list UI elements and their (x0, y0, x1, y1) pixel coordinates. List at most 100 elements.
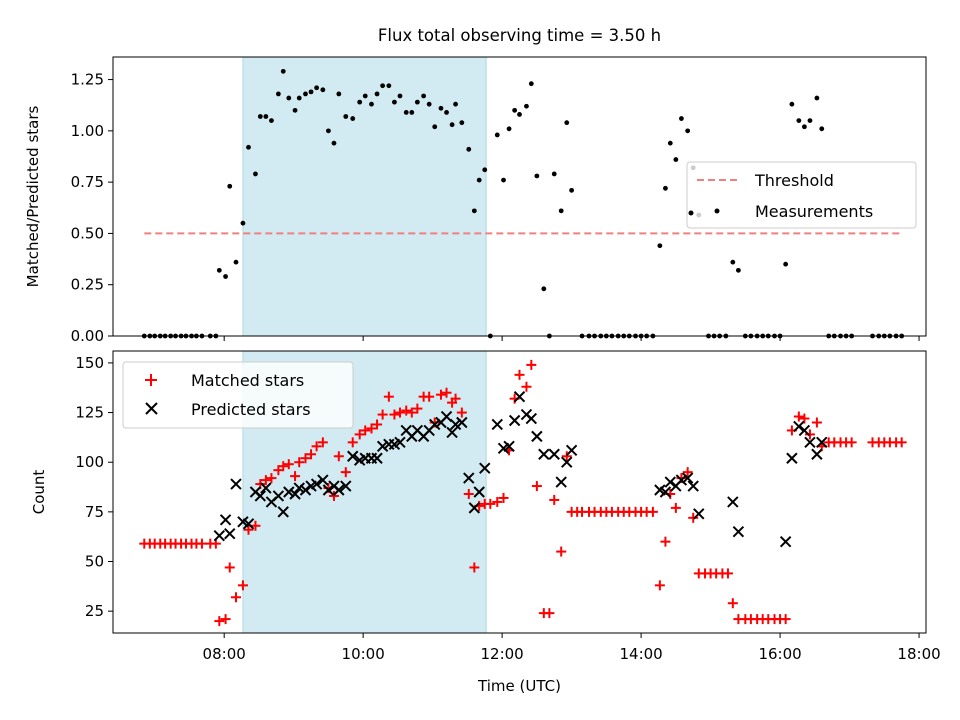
matched-star-point (682, 467, 693, 478)
measurement-point (819, 126, 825, 132)
predicted-star-point (513, 390, 526, 403)
matched-star-point (498, 492, 509, 503)
x-axis-label: Time (UTC) (477, 677, 561, 695)
chart-title: Flux total observing time = 3.50 h (378, 26, 661, 45)
measurement-point (564, 120, 570, 126)
measurement-point (551, 171, 557, 177)
predicted-star-point (798, 424, 811, 437)
predicted-star-point (272, 490, 285, 502)
measurement-point (421, 93, 427, 99)
matched-star-point (196, 538, 207, 549)
measurement-point (679, 116, 684, 121)
matched-star-point (406, 407, 417, 418)
predicted-star-point (371, 452, 383, 464)
predicted-star-point (299, 484, 312, 496)
predicted-star-point (473, 486, 485, 498)
predicted-star-point (293, 482, 305, 494)
predicted-star-point (230, 478, 242, 490)
measurement-point (233, 259, 239, 265)
predicted-star-point (242, 518, 255, 530)
predicted-star-point (213, 529, 226, 542)
measurement-point (269, 118, 274, 123)
matched-star-point (654, 580, 665, 591)
top-y-tick-label: 1.25 (71, 71, 104, 89)
measurement-point (482, 167, 488, 173)
matched-star-point (328, 490, 339, 501)
matched-star-point (514, 369, 525, 380)
predicted-star-point (277, 506, 289, 518)
measurement-point (257, 114, 263, 119)
matched-star-point (526, 359, 537, 370)
measurement-point (296, 95, 302, 101)
measurement-point (730, 259, 736, 265)
predicted-star-point (693, 508, 705, 520)
matched-star-point (237, 580, 248, 591)
matched-star-point (647, 506, 658, 517)
measurement-point (403, 109, 409, 115)
matched-star-point (214, 616, 225, 627)
measurement-point (449, 122, 455, 128)
predicted-star-point (525, 412, 538, 425)
predicted-star-point (333, 484, 345, 496)
top-shaded-band (242, 56, 487, 337)
bottom-y-tick-label: 50 (85, 553, 104, 571)
predicted-star-point (804, 436, 816, 449)
measurement-point (459, 120, 465, 126)
predicted-star-point (491, 418, 503, 431)
matched-star-point (230, 592, 241, 603)
matched-star-point (780, 614, 791, 625)
matched-star-point (492, 496, 503, 507)
predicted-star-point (479, 462, 491, 474)
bottom-y-tick-label: 125 (75, 404, 104, 422)
measurement-point (223, 274, 228, 279)
bottom-x-tick-label: 12:00 (481, 645, 524, 663)
legend-measurements-swatch-left (688, 210, 694, 216)
matched-star-point (290, 471, 301, 482)
matched-star-point (278, 461, 289, 472)
matched-star-point (389, 409, 400, 420)
matched-star-point (377, 409, 388, 420)
measurement-point (426, 101, 432, 107)
predicted-star-point (659, 486, 672, 498)
top-y-tick-label: 0.25 (71, 276, 104, 294)
predicted-star-point (429, 418, 441, 431)
legend-matched-swatch (145, 374, 157, 386)
measurement-point (227, 183, 233, 189)
measurement-point (374, 91, 380, 97)
matched-star-point (556, 546, 567, 557)
predicted-star-point (811, 448, 823, 460)
matched-star-point (260, 475, 271, 486)
matched-star-point (670, 502, 681, 513)
predicted-star-point (289, 488, 301, 500)
measurement-point (275, 91, 281, 97)
measurement-point (240, 220, 246, 226)
top-shaded-region (242, 56, 487, 337)
matched-star-point (450, 393, 461, 404)
predicted-star-point (681, 472, 694, 484)
matched-star-point (469, 562, 480, 573)
predicted-star-point (219, 514, 232, 526)
predicted-star-point (565, 444, 578, 457)
top-legend-box (686, 161, 917, 229)
measurement-point (814, 95, 820, 101)
bottom-legend-box (122, 361, 354, 429)
matched-star-point (394, 407, 405, 418)
measurement-point (438, 105, 444, 111)
predicted-star-point (254, 490, 267, 502)
matched-star-point (412, 403, 423, 414)
matched-star-point (424, 391, 435, 402)
matched-star-point (311, 441, 322, 452)
measurement-point (528, 81, 534, 87)
matched-star-point (340, 467, 351, 478)
matched-star-point (224, 562, 235, 573)
measurement-point (524, 103, 529, 109)
measurement-point (517, 112, 522, 117)
measurement-point (512, 107, 518, 113)
measurement-point (558, 208, 564, 214)
bottom-panel: 08:00 10:00 12:00 14:00 16:00 18:00 25 50 75 100… (30, 350, 941, 695)
measurement-point (466, 146, 472, 152)
bottom-y-tick-label: 25 (85, 602, 104, 620)
predicted-star-point (456, 416, 468, 429)
predicted-star-point (260, 482, 272, 494)
top-y-tick-label: 0.50 (71, 224, 104, 242)
